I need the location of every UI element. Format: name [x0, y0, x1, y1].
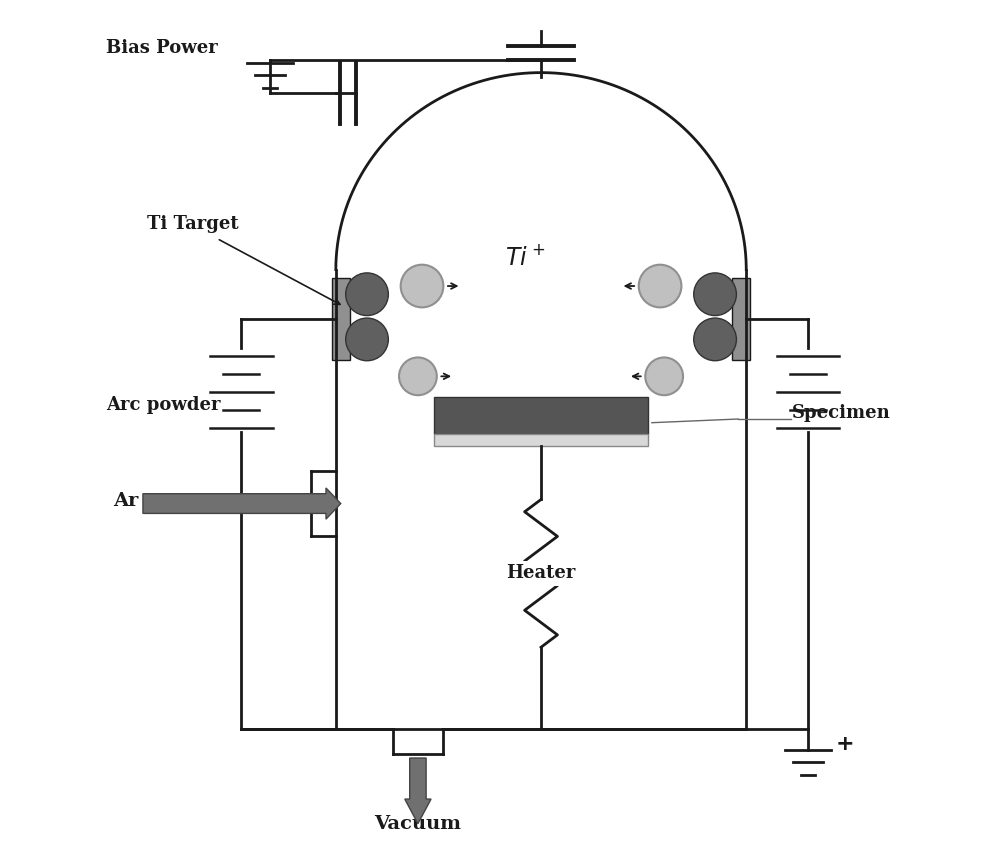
Circle shape — [346, 273, 388, 315]
Text: Ti Target: Ti Target — [147, 216, 239, 234]
Text: Heater: Heater — [506, 564, 576, 583]
Bar — [332, 278, 350, 360]
Circle shape — [401, 265, 443, 308]
Text: Arc powder: Arc powder — [106, 396, 220, 414]
Text: Bias Power: Bias Power — [106, 39, 218, 57]
Circle shape — [694, 273, 736, 315]
FancyArrow shape — [405, 758, 431, 824]
Circle shape — [639, 265, 681, 308]
Text: Specimen: Specimen — [791, 405, 890, 422]
Bar — [434, 434, 648, 446]
Text: +: + — [835, 734, 854, 754]
Text: Ar: Ar — [113, 492, 139, 510]
Text: Vacuum: Vacuum — [374, 815, 461, 834]
FancyArrow shape — [143, 488, 341, 519]
Bar — [434, 397, 648, 434]
Circle shape — [346, 318, 388, 361]
Circle shape — [645, 357, 683, 395]
Circle shape — [694, 318, 736, 361]
Bar — [732, 278, 750, 360]
Text: $Ti^+$: $Ti^+$ — [505, 244, 545, 270]
Circle shape — [399, 357, 437, 395]
